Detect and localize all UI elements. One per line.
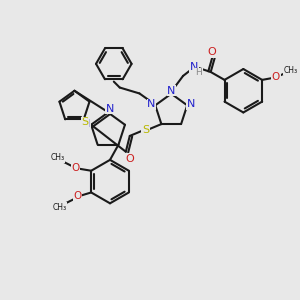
Text: N: N [82, 119, 90, 129]
Text: O: O [272, 72, 280, 82]
Text: N: N [106, 103, 114, 113]
Text: CH₃: CH₃ [284, 65, 298, 74]
Text: N: N [167, 86, 176, 96]
Text: S: S [81, 117, 88, 127]
Text: CH₃: CH₃ [52, 203, 67, 212]
Text: O: O [73, 191, 82, 201]
Text: O: O [207, 47, 216, 57]
Text: CH₃: CH₃ [51, 153, 65, 162]
Text: S: S [142, 125, 149, 135]
Text: H: H [196, 68, 202, 77]
Text: O: O [71, 163, 80, 173]
Text: N: N [187, 99, 195, 109]
Text: O: O [125, 154, 134, 164]
Text: N: N [190, 62, 198, 72]
Text: N: N [147, 99, 155, 109]
